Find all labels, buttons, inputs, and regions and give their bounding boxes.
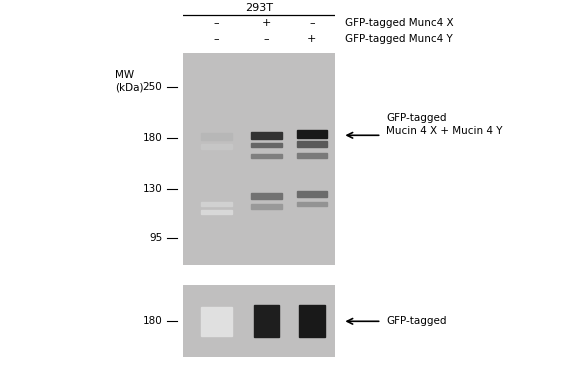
Bar — [297, 201, 327, 206]
Text: GFP-tagged Munc4 Y: GFP-tagged Munc4 Y — [345, 34, 453, 43]
Text: GFP-tagged Munc4 X: GFP-tagged Munc4 X — [345, 18, 454, 28]
Text: 250: 250 — [143, 82, 162, 91]
Bar — [297, 191, 327, 197]
Bar — [297, 153, 327, 158]
Bar — [251, 132, 282, 139]
Bar — [251, 204, 282, 209]
Text: 180: 180 — [143, 316, 162, 326]
Text: GFP-tagged
Mucin 4 X + Mucin 4 Y: GFP-tagged Mucin 4 X + Mucin 4 Y — [386, 113, 503, 136]
Bar — [201, 210, 232, 214]
Bar — [251, 194, 282, 199]
Bar — [251, 154, 282, 158]
Text: –: – — [309, 18, 315, 28]
Bar — [297, 141, 327, 147]
Text: 293T: 293T — [245, 3, 273, 14]
Bar — [297, 130, 327, 138]
Bar — [254, 305, 279, 338]
Text: +: + — [307, 34, 317, 43]
Text: –: – — [264, 34, 269, 43]
Text: 95: 95 — [149, 233, 162, 243]
Bar — [201, 133, 232, 139]
Bar — [299, 305, 325, 338]
Bar — [201, 307, 232, 336]
Text: 130: 130 — [143, 184, 162, 194]
Text: –: – — [214, 34, 219, 43]
Text: MW
(kDa): MW (kDa) — [115, 70, 144, 92]
Text: 180: 180 — [143, 133, 162, 143]
Text: –: – — [214, 18, 219, 28]
Text: +: + — [262, 18, 271, 28]
Bar — [251, 143, 282, 147]
Bar — [201, 201, 232, 206]
Text: GFP-tagged: GFP-tagged — [386, 316, 447, 326]
Bar — [201, 144, 232, 149]
